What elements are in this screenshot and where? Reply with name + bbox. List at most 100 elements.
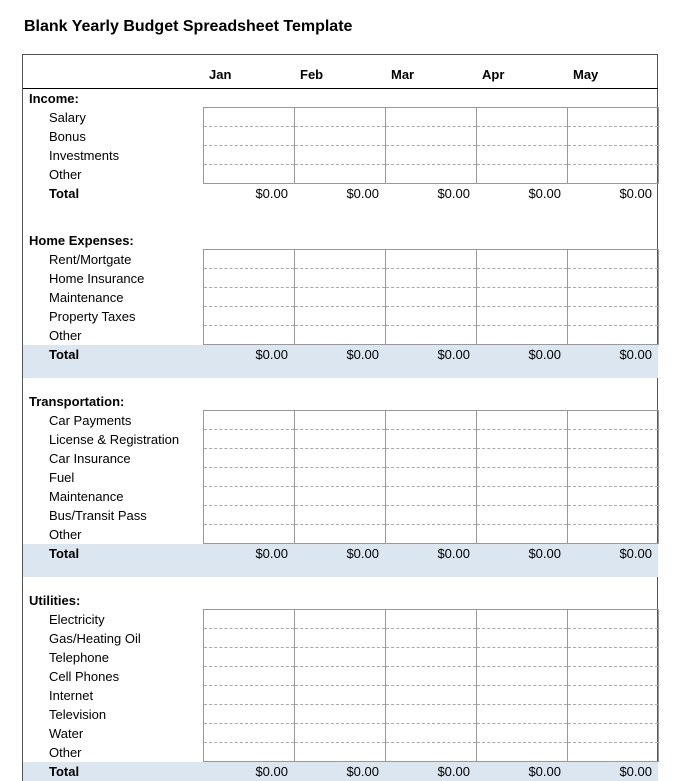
table-cell[interactable] — [294, 288, 385, 307]
table-cell[interactable] — [567, 127, 658, 146]
table-cell[interactable] — [476, 610, 567, 629]
table-cell[interactable] — [294, 506, 385, 525]
table-cell[interactable] — [385, 667, 476, 686]
table-cell[interactable] — [203, 250, 294, 269]
table-cell[interactable] — [385, 629, 476, 648]
table-cell[interactable] — [294, 487, 385, 506]
table-cell[interactable] — [385, 326, 476, 345]
table-cell[interactable] — [567, 430, 658, 449]
table-cell[interactable] — [203, 108, 294, 127]
table-cell[interactable] — [567, 326, 658, 345]
table-cell[interactable] — [203, 127, 294, 146]
table-cell[interactable] — [567, 667, 658, 686]
table-cell[interactable] — [203, 686, 294, 705]
table-cell[interactable] — [294, 468, 385, 487]
table-cell[interactable] — [294, 705, 385, 724]
table-cell[interactable] — [294, 667, 385, 686]
table-cell[interactable] — [294, 165, 385, 184]
table-cell[interactable] — [476, 686, 567, 705]
table-cell[interactable] — [567, 449, 658, 468]
table-cell[interactable] — [567, 610, 658, 629]
table-cell[interactable] — [385, 686, 476, 705]
table-cell[interactable] — [385, 108, 476, 127]
table-cell[interactable] — [476, 648, 567, 667]
table-cell[interactable] — [385, 307, 476, 326]
table-cell[interactable] — [294, 108, 385, 127]
table-cell[interactable] — [567, 250, 658, 269]
table-cell[interactable] — [203, 449, 294, 468]
table-cell[interactable] — [476, 525, 567, 544]
table-cell[interactable] — [385, 288, 476, 307]
table-cell[interactable] — [294, 411, 385, 430]
table-cell[interactable] — [476, 705, 567, 724]
table-cell[interactable] — [476, 430, 567, 449]
table-cell[interactable] — [476, 165, 567, 184]
table-cell[interactable] — [476, 667, 567, 686]
table-cell[interactable] — [203, 307, 294, 326]
table-cell[interactable] — [567, 724, 658, 743]
table-cell[interactable] — [385, 610, 476, 629]
table-cell[interactable] — [203, 743, 294, 762]
table-cell[interactable] — [476, 307, 567, 326]
table-cell[interactable] — [203, 629, 294, 648]
table-cell[interactable] — [385, 743, 476, 762]
table-cell[interactable] — [476, 743, 567, 762]
table-cell[interactable] — [567, 288, 658, 307]
table-cell[interactable] — [567, 307, 658, 326]
table-cell[interactable] — [476, 468, 567, 487]
table-cell[interactable] — [385, 705, 476, 724]
table-cell[interactable] — [294, 250, 385, 269]
table-cell[interactable] — [385, 146, 476, 165]
table-cell[interactable] — [385, 411, 476, 430]
table-cell[interactable] — [476, 506, 567, 525]
table-cell[interactable] — [294, 326, 385, 345]
table-cell[interactable] — [203, 705, 294, 724]
table-cell[interactable] — [294, 449, 385, 468]
table-cell[interactable] — [385, 449, 476, 468]
table-cell[interactable] — [294, 648, 385, 667]
table-cell[interactable] — [294, 525, 385, 544]
table-cell[interactable] — [476, 146, 567, 165]
table-cell[interactable] — [385, 506, 476, 525]
table-cell[interactable] — [294, 146, 385, 165]
table-cell[interactable] — [203, 525, 294, 544]
table-cell[interactable] — [567, 705, 658, 724]
table-cell[interactable] — [567, 269, 658, 288]
table-cell[interactable] — [294, 743, 385, 762]
table-cell[interactable] — [567, 648, 658, 667]
table-cell[interactable] — [203, 430, 294, 449]
table-cell[interactable] — [476, 326, 567, 345]
table-cell[interactable] — [203, 724, 294, 743]
table-cell[interactable] — [203, 506, 294, 525]
table-cell[interactable] — [294, 127, 385, 146]
table-cell[interactable] — [294, 629, 385, 648]
table-cell[interactable] — [203, 610, 294, 629]
table-cell[interactable] — [203, 165, 294, 184]
table-cell[interactable] — [203, 146, 294, 165]
table-cell[interactable] — [294, 307, 385, 326]
table-cell[interactable] — [476, 629, 567, 648]
table-cell[interactable] — [385, 165, 476, 184]
table-cell[interactable] — [567, 525, 658, 544]
table-cell[interactable] — [385, 250, 476, 269]
table-cell[interactable] — [203, 648, 294, 667]
table-cell[interactable] — [385, 430, 476, 449]
table-cell[interactable] — [476, 288, 567, 307]
table-cell[interactable] — [385, 468, 476, 487]
table-cell[interactable] — [476, 449, 567, 468]
table-cell[interactable] — [476, 487, 567, 506]
table-cell[interactable] — [385, 724, 476, 743]
table-cell[interactable] — [385, 269, 476, 288]
table-cell[interactable] — [294, 269, 385, 288]
table-cell[interactable] — [294, 686, 385, 705]
table-cell[interactable] — [567, 108, 658, 127]
table-cell[interactable] — [567, 743, 658, 762]
table-cell[interactable] — [567, 146, 658, 165]
table-cell[interactable] — [294, 430, 385, 449]
table-cell[interactable] — [476, 724, 567, 743]
table-cell[interactable] — [567, 629, 658, 648]
table-cell[interactable] — [294, 724, 385, 743]
table-cell[interactable] — [203, 468, 294, 487]
table-cell[interactable] — [476, 127, 567, 146]
table-cell[interactable] — [567, 487, 658, 506]
